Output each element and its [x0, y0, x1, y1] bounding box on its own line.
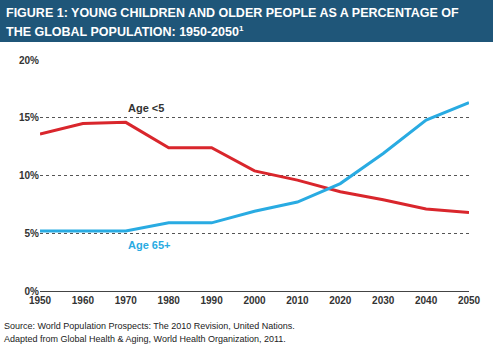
svg-text:Age <5: Age <5 [128, 102, 164, 114]
html-text:FIGURE 1: YOUNG CHILDREN AND O: FIGURE 1: YOUNG CHILDREN AND OLDER PEOPL… [6, 6, 459, 40]
svg-text:10%: 10% [19, 170, 39, 181]
svg-text:15%: 15% [19, 112, 39, 123]
html-text:Source: World Population Prosp: Source: World Population Prospects: The … [4, 321, 295, 331]
svg-text:1970: 1970 [115, 295, 138, 306]
svg-text:20%: 20% [19, 55, 39, 66]
svg-text:2050: 2050 [458, 295, 481, 306]
html-text:1: 1 [238, 24, 244, 33]
svg-text:Age 65+: Age 65+ [128, 239, 171, 251]
svg-text:2040: 2040 [415, 295, 438, 306]
svg-text:2000: 2000 [243, 295, 266, 306]
svg-text:0%: 0% [25, 286, 40, 297]
svg-text:1950: 1950 [29, 295, 52, 306]
svg-text:1980: 1980 [158, 295, 181, 306]
svg-text:1990: 1990 [200, 295, 223, 306]
svg-text:2030: 2030 [372, 295, 395, 306]
html-text:Adapted from Global Health & A: Adapted from Global Health & Aging, Worl… [4, 334, 286, 344]
svg-text:5%: 5% [25, 228, 40, 239]
svg-text:2010: 2010 [286, 295, 309, 306]
svg-text:2020: 2020 [329, 295, 352, 306]
svg-text:1960: 1960 [72, 295, 95, 306]
